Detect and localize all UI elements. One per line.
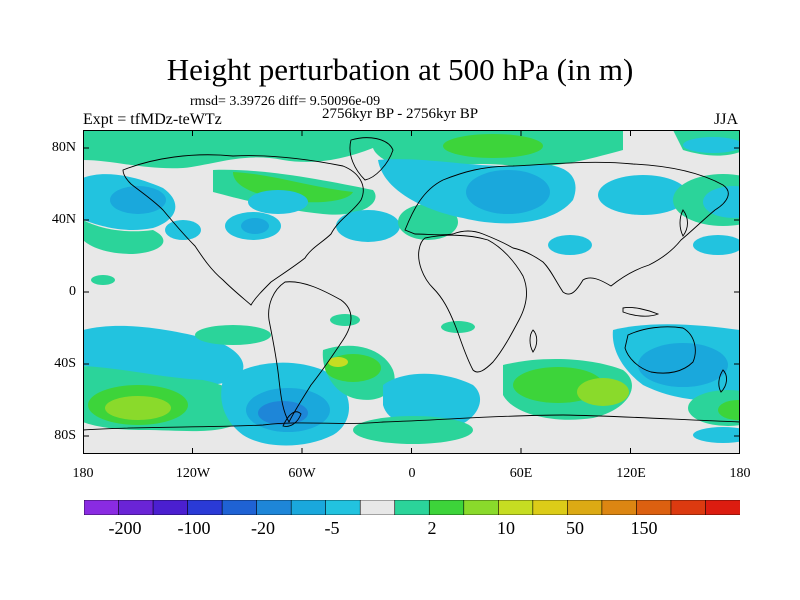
colorbar-label: -100	[177, 518, 211, 538]
coastline-antarctica	[83, 414, 740, 431]
colorbar-swatch	[84, 500, 120, 515]
contour-green-africa	[441, 321, 475, 333]
colorbar-swatch	[325, 500, 361, 515]
colorbar-label: -20	[251, 518, 275, 538]
period-text: 2756kyr BP - 2756kyr BP	[322, 106, 479, 122]
colorbar-label: -200	[108, 518, 142, 538]
contour-yellowgreen-south-atlantic	[328, 357, 348, 367]
map-panel	[83, 130, 740, 454]
contour-field	[83, 130, 740, 446]
contour-lightblue-north-east	[683, 137, 740, 153]
contour-blue-drake	[258, 401, 308, 425]
contour-green-southamerica	[330, 314, 360, 326]
lon-tick-60e: 60E	[509, 466, 533, 481]
coastline-antarctic-peninsula	[282, 411, 302, 427]
lon-tick-120w: 120W	[175, 466, 211, 481]
colorbar-swatch	[187, 500, 223, 515]
experiment-label: Expt = tfMDz-teWTz	[83, 111, 222, 128]
lon-tick-0: 0	[408, 466, 416, 481]
coastline-madagascar	[529, 329, 538, 353]
coastline-south-america	[268, 281, 352, 423]
contour-blue-antarctic-east	[693, 427, 740, 443]
colorbar-swatch	[359, 500, 396, 515]
season-label: JJA	[714, 111, 739, 128]
contour-blue-pacific-east	[693, 235, 740, 255]
contour-yellowgreen-south-pacific	[105, 396, 171, 420]
contour-blue-south-atlantic	[383, 373, 481, 430]
plot-title: Height perturbation at 500 hPa (in m)	[166, 52, 634, 87]
contour-midblue-australia	[638, 343, 728, 387]
coastline-new-zealand	[718, 369, 727, 393]
contour-blue-india	[548, 235, 592, 255]
colorbar-swatch	[670, 500, 707, 515]
colorbar-swatch	[152, 500, 189, 515]
coastline-greenland	[349, 137, 394, 181]
colorbar-swatch	[428, 500, 465, 515]
colorbar-label: 2	[427, 518, 437, 538]
map-ticks	[83, 130, 740, 454]
colorbar-swatch	[221, 500, 258, 515]
coastline-australia	[624, 326, 696, 374]
coastlines	[83, 137, 740, 431]
coastline-indonesia	[622, 307, 660, 317]
colorbar-swatch	[705, 500, 740, 515]
colorbar-swatch	[118, 500, 154, 515]
lat-tick-40s: 40S	[54, 356, 76, 371]
lon-tick-180e: 180	[729, 466, 751, 481]
contour-brightgreen-north	[443, 134, 543, 158]
contour-blue-atlantic	[336, 210, 400, 242]
lat-tick-0: 0	[69, 284, 76, 299]
contour-blue-hudson	[248, 190, 308, 214]
stats-text: rmsd= 3.39726 diff= 9.50096e-09	[190, 94, 381, 109]
colorbar-label: 10	[497, 518, 515, 538]
lon-tick-180w: 180	[72, 466, 94, 481]
contour-midblue-eurasia	[466, 170, 550, 214]
coastline-europe-asia	[404, 161, 729, 295]
lat-tick-80s: 80S	[54, 428, 76, 443]
colorbar-swatch	[532, 500, 568, 515]
colorbar-label: -5	[324, 518, 340, 538]
contour-green-southern-ocean	[353, 416, 473, 444]
contour-green-pacific-high	[195, 325, 271, 345]
contour-midblue-west-pacific	[110, 186, 166, 214]
contour-green-tropics-west	[91, 275, 115, 285]
contour-blue-eastasia	[703, 186, 740, 218]
colorbar-label: 150	[630, 518, 658, 538]
coastline-north-america	[122, 154, 364, 306]
lat-tick-80n: 80N	[51, 140, 76, 155]
colorbar-label: 50	[566, 518, 584, 538]
colorbar-swatch	[636, 500, 672, 515]
contour-green-indian-east	[577, 378, 629, 406]
coastline-africa	[418, 234, 527, 373]
contour-green-west	[83, 220, 164, 254]
coastline-japan	[679, 209, 688, 237]
colorbar-swatch	[463, 500, 499, 515]
colorbar	[84, 500, 740, 515]
colorbar-swatch	[567, 500, 603, 515]
contour-brightgreen-south-east	[718, 400, 740, 420]
lon-tick-60w: 60W	[288, 466, 316, 481]
lat-tick-40n: 40N	[51, 212, 76, 227]
colorbar-swatch	[498, 500, 534, 515]
contour-blue-asia	[598, 175, 688, 215]
colorbar-swatch	[290, 500, 327, 515]
colorbar-swatch	[256, 500, 292, 515]
contour-midblue-eastus	[241, 218, 269, 234]
contour-blue-pacific-mid	[165, 220, 201, 240]
colorbar-swatch	[601, 500, 638, 515]
lon-tick-120e: 120E	[616, 466, 646, 481]
colorbar-swatch	[394, 500, 430, 515]
